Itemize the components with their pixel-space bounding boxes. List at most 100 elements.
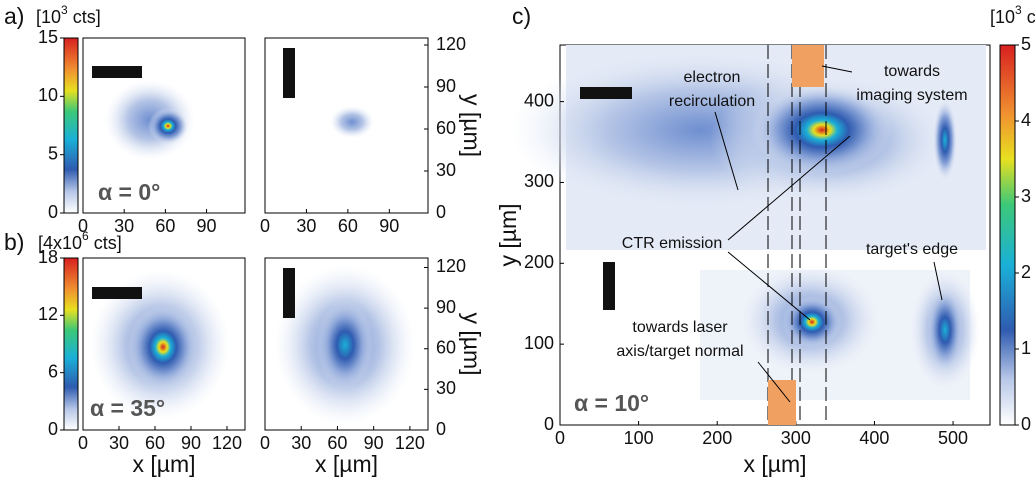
x-tick-label: 60 [145,433,165,453]
x-tick-label: 120 [212,433,242,453]
y-tick-label: 10 [38,85,58,105]
x-tick-label: 0 [260,433,270,453]
panel-label: c) [512,3,531,29]
x-tick-label: 0 [78,433,88,453]
angle-label: α = 0° [98,179,160,205]
detector-window [792,45,824,87]
leader-line [727,251,811,321]
scale-bar [283,48,295,98]
scale-bar [92,66,142,78]
scale-bar [603,262,615,310]
y-tick-label: 1 [1021,338,1031,358]
y-tick-label: 6 [48,361,58,381]
colorbar-unit: [4x106 cts] [38,229,122,253]
unit-exp: 3 [1015,3,1022,17]
y-tick-label: 0 [544,414,554,434]
y-tick-label: 2 [1021,262,1031,282]
leader-line [821,65,853,73]
unit-rest: cts] [1022,7,1035,27]
y-tick-label: 120 [436,34,466,54]
y-tick-label: 400 [524,90,554,110]
x-tick-label: 120 [395,433,425,453]
y-tick-label: 0 [436,202,446,222]
y-tick-label: 60 [436,118,456,138]
y-tick-label: 18 [38,247,58,267]
x-tick-label: 100 [624,428,654,448]
x-tick-label: 90 [379,216,399,236]
x-tick-label: 500 [938,428,968,448]
unit-rest: cts] [68,7,101,27]
colorbar [63,257,79,431]
intensity-blob [752,85,892,175]
intensity-blob [927,288,963,372]
y-tick-label: 3 [1021,186,1031,206]
y-tick-label: 5 [1021,34,1031,54]
scale-bar [283,268,295,318]
x-axis-label: x [µm] [315,451,378,477]
leader-line [933,261,943,301]
x-tick-label: 0 [78,216,88,236]
x-tick-label: 30 [114,216,134,236]
annotation: target's edge [866,241,958,258]
annotation: axis/target normal [616,343,743,360]
intensity-blob [330,106,374,138]
detector-window [768,380,796,425]
intensity-blob [148,108,188,144]
unit-base: [4x10 [38,233,82,253]
x-axis-label: x [µm] [132,451,195,477]
annotation: towards [884,63,940,80]
x-tick-label: 90 [197,216,217,236]
annotation: towards laser [632,319,728,336]
y-tick-label: 90 [436,76,456,96]
y-tick-label: 15 [38,27,58,47]
x-tick-label: 60 [327,433,347,453]
y-tick-label: 200 [524,252,554,272]
y-axis-label: y [µm] [495,203,521,266]
y-axis-label: y [µm] [459,312,485,375]
annotation: recirculation [669,93,755,110]
colorbar [999,44,1016,426]
y-tick-label: 100 [524,333,554,353]
y-tick-label: 5 [48,143,58,163]
scale-bar [92,287,142,299]
panel-label: a) [4,3,24,29]
unit-rest: cts] [89,233,122,253]
y-tick-label: 0 [48,202,58,222]
colorbar-unit: [103 cts] [36,3,101,27]
x-tick-label: 30 [296,216,316,236]
y-axis-label: y [µm] [459,94,485,157]
y-tick-label: 120 [436,256,466,276]
x-tick-label: 300 [781,428,811,448]
x-tick-label: 0 [260,216,270,236]
angle-label: α = 10° [574,390,649,416]
y-tick-label: 0 [48,419,58,439]
y-tick-label: 300 [524,171,554,191]
leader-line [727,135,851,241]
angle-label: α = 35° [90,395,165,421]
intensity-blob [317,300,373,390]
x-tick-label: 0 [555,428,565,448]
y-tick-label: 0 [1021,414,1031,434]
x-tick-label: 90 [364,433,384,453]
annotation: electron [684,69,741,86]
y-tick-label: 60 [436,337,456,357]
panel-label: b) [4,229,24,255]
x-tick-label: 60 [155,216,175,236]
colorbar [63,37,79,214]
unit-base: [10 [990,7,1015,27]
leader-line [714,111,739,191]
intensity-blob [128,305,198,389]
x-axis-label: x [µm] [743,451,806,477]
leader-line [757,361,791,403]
unit-exp: 3 [61,3,68,17]
x-tick-label: 30 [291,433,311,453]
annotation: CTR emission [622,235,722,252]
x-tick-label: 400 [859,428,889,448]
y-tick-label: 12 [38,304,58,324]
x-tick-label: 90 [181,433,201,453]
intensity-blob [933,100,957,180]
unit-base: [10 [36,7,61,27]
colorbar-unit: [103 cts] [990,3,1035,27]
unit-exp: 6 [82,229,89,243]
